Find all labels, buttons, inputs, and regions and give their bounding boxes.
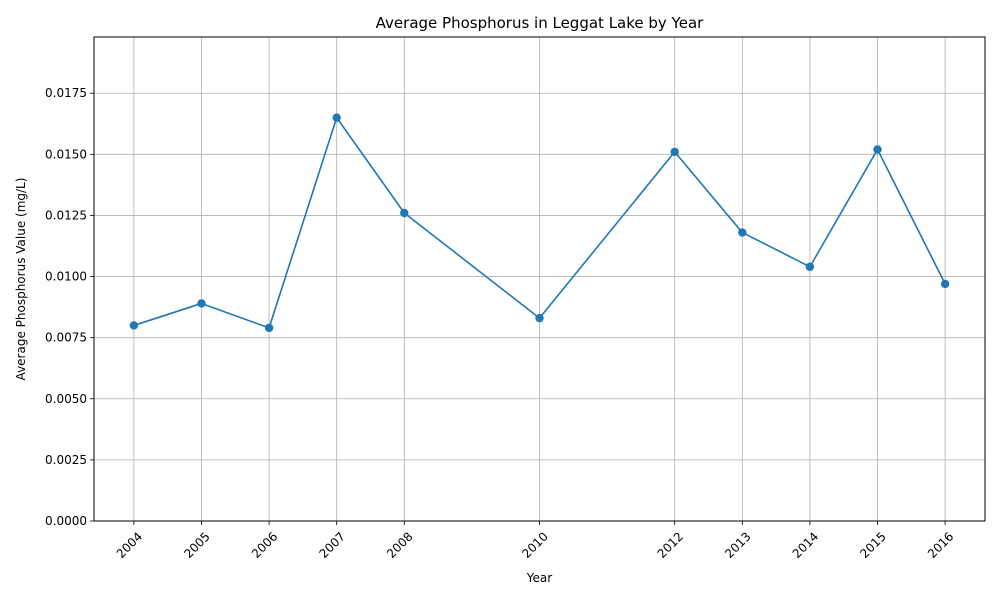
x-tick-label: 2014 (790, 529, 821, 560)
data-point (940, 279, 950, 289)
x-tick-label: 2005 (181, 529, 212, 560)
y-tick-label: 0.0175 (45, 86, 87, 100)
x-tick-label: 2004 (114, 529, 145, 560)
y-tick-label: 0.0150 (45, 147, 87, 161)
y-tick-label: 0.0050 (45, 392, 87, 406)
x-tick-label: 2015 (857, 529, 888, 560)
y-axis-ticks: 0.0000 0.0025 0.0050 0.0075 0.0100 0.0125 0.01… (45, 86, 94, 528)
data-point (332, 113, 341, 122)
data-point (670, 147, 679, 157)
data-point (535, 313, 544, 323)
x-tick-label: 2006 (249, 529, 280, 560)
y-tick-label: 0.0075 (45, 331, 87, 345)
data-point (400, 208, 409, 218)
x-tick-label: 2012 (655, 529, 686, 560)
x-tick-label: 2010 (519, 529, 550, 560)
series-layer (129, 113, 950, 333)
data-point (873, 145, 882, 154)
y-tick-label: 0.0000 (45, 514, 87, 528)
data-point (129, 321, 139, 330)
y-axis-label: Average Phosphorus Value (mg/L) (14, 178, 28, 381)
y-tick-label: 0.0125 (45, 208, 87, 222)
data-point (738, 228, 747, 237)
data-point (197, 299, 206, 308)
grid (94, 37, 985, 522)
x-tick-label: 2016 (925, 529, 956, 560)
x-tick-label: 2007 (317, 529, 348, 560)
x-tick-label: 2013 (722, 529, 753, 560)
x-axis-label: Year (526, 571, 552, 585)
y-tick-label: 0.0025 (45, 453, 87, 467)
x-tick-label: 2008 (384, 529, 415, 560)
data-point (805, 262, 815, 271)
x-axis-ticks: 2004 2005 2006 2007 2008 2010 2012 2013 2014 2015… (114, 521, 956, 561)
data-point (264, 323, 274, 333)
chart-title: Average Phosphorus in Leggat Lake by Yea… (376, 14, 704, 32)
y-tick-label: 0.0100 (45, 270, 87, 284)
